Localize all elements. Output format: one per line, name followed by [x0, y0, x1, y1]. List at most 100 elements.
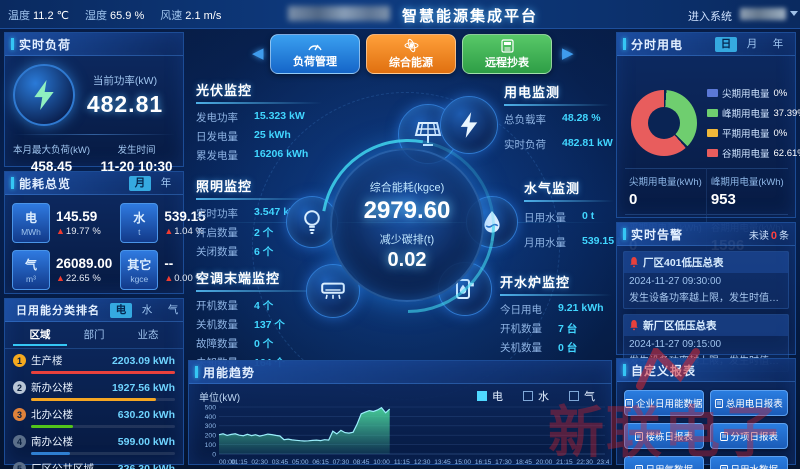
- electricity-icon: 电 MWh: [12, 203, 50, 243]
- panel-title: 自定义报表: [631, 363, 697, 378]
- rank-badge: 1: [13, 354, 26, 367]
- month-max-load: 本月最大负荷(kW) 458.45: [12, 145, 91, 174]
- overview-other: 其它 kgce -- ▲0.00 %: [120, 250, 205, 290]
- tab-electricity[interactable]: 电: [110, 302, 132, 318]
- panel-energy-trend: 用能趋势 单位(kW) 电 水 气 0 100 200 300 400 500 00:00 0…: [188, 360, 612, 466]
- svg-text:02:30: 02:30: [251, 459, 268, 466]
- lighting-monitor: 照明监控 实时功率 3.547 kW 开启数量 2 个 关闭数量 6 个: [196, 176, 316, 263]
- rank-badge: 3: [13, 408, 26, 421]
- tab-month[interactable]: 月: [746, 37, 758, 50]
- legend-electricity[interactable]: 电: [477, 388, 503, 404]
- alarm-bell-icon: [630, 320, 638, 331]
- tou-donut-chart: [631, 90, 697, 156]
- svg-text:0: 0: [212, 451, 216, 458]
- legend-swatch: [707, 129, 718, 137]
- svg-text:15:00: 15:00: [455, 459, 472, 466]
- electricity-monitor-icon: [440, 96, 498, 154]
- report-button-subitem-daily[interactable]: 分项日报表: [709, 423, 788, 449]
- pv-monitor: 光伏监控 发电功率 15.323 kW 日发电量 25 kWh 累发电量 16206 …: [196, 80, 322, 167]
- svg-text:12:30: 12:30: [414, 459, 431, 466]
- other-energy-icon: 其它 kgce: [120, 250, 159, 290]
- weather-strip: 温度 11.2 ℃ 湿度 65.9 % 风速 2.1 m/s: [8, 7, 221, 23]
- document-icon: [634, 431, 643, 441]
- current-power-label: 当前功率(kW): [92, 74, 158, 87]
- tab-day[interactable]: 日: [715, 36, 737, 52]
- report-button-total-power[interactable]: 总用电日报表: [709, 390, 788, 416]
- svg-text:200: 200: [205, 433, 217, 440]
- integrated-energy-button[interactable]: 综合能源: [366, 34, 456, 74]
- tab-year[interactable]: 年: [772, 37, 784, 50]
- report-button-daily-gas[interactable]: 日用气数据: [624, 456, 704, 469]
- legend-swatch: [707, 109, 718, 117]
- svg-text:500: 500: [205, 404, 217, 411]
- column-region[interactable]: 区域: [13, 325, 67, 346]
- panel-accent: [623, 38, 626, 50]
- scroll-left-icon[interactable]: ◀: [252, 45, 264, 62]
- current-power-value: 482.81: [86, 90, 164, 117]
- enter-system-link[interactable]: 进入系统: [688, 11, 732, 23]
- document-icon: [714, 398, 723, 408]
- panel-title: 能耗总览: [19, 176, 72, 191]
- panel-accent: [623, 364, 626, 376]
- ranking-row[interactable]: 4 南办公楼 599.00 kWh: [5, 430, 183, 455]
- alarm-bell-icon: [630, 257, 638, 268]
- report-button-daily-energy[interactable]: 企业日用能数据: [624, 390, 704, 416]
- up-arrow-icon: ▲: [164, 273, 174, 283]
- ranking-row[interactable]: 1 生产楼 2203.09 kWh: [5, 349, 183, 374]
- temperature: 温度 11.2 ℃: [8, 10, 70, 22]
- tab-year[interactable]: 年: [160, 176, 172, 189]
- svg-text:20:00: 20:00: [536, 459, 553, 466]
- checkbox-icon: [569, 391, 579, 401]
- alarm-item[interactable]: 厂区401低压总表 2024-11-27 09:30:00 发生设备功率越上限，…: [623, 251, 789, 309]
- svg-text:03:45: 03:45: [272, 459, 289, 466]
- total-energy-value: 2979.60: [363, 196, 451, 224]
- report-button-building-daily[interactable]: 楼栋日报表: [624, 423, 704, 449]
- water-gas-monitor: 水气监测 日用水量 0 t 月用水量 539.15 t: [524, 181, 621, 249]
- chevron-down-icon[interactable]: [790, 11, 798, 16]
- load-management-button[interactable]: 负荷管理: [270, 34, 360, 74]
- rank-badge: 2: [13, 381, 26, 394]
- panel-realtime-alarms: 实时告警 未读 0 条 厂区401低压总表 2024-11-27 09:30:00 …: [616, 222, 796, 372]
- wind-speed: 风速 2.1 m/s: [160, 10, 222, 22]
- svg-text:16:15: 16:15: [475, 459, 492, 466]
- column-department[interactable]: 部门: [83, 329, 105, 341]
- ranking-row[interactable]: 2 新办公楼 1927.56 kWh: [5, 376, 183, 401]
- tab-water[interactable]: 水: [141, 303, 153, 316]
- panel-title: 实时告警: [631, 227, 684, 242]
- svg-text:05:00: 05:00: [292, 459, 309, 466]
- panel-title: 日用能分类排名: [16, 305, 100, 317]
- svg-text:07:30: 07:30: [333, 459, 350, 466]
- svg-text:00:00: 00:00: [219, 459, 236, 466]
- svg-text:06:15: 06:15: [312, 459, 329, 466]
- ranking-row[interactable]: 5 厂区公共区域 326.30 kWh: [5, 457, 183, 469]
- svg-text:18:45: 18:45: [515, 459, 532, 466]
- remote-meter-reading-button[interactable]: 远程抄表: [462, 34, 552, 74]
- legend-gas[interactable]: 气: [569, 388, 595, 404]
- legend-swatch: [707, 89, 718, 97]
- gas-icon: 气 m³: [12, 250, 50, 290]
- svg-text:21:15: 21:15: [556, 459, 573, 466]
- occur-time: 发生时间 11-20 10:30: [100, 145, 173, 174]
- document-icon: [719, 431, 728, 441]
- svg-text:22:30: 22:30: [576, 459, 593, 466]
- username-blurred[interactable]: [740, 8, 786, 20]
- svg-text:13:45: 13:45: [434, 459, 451, 466]
- column-business[interactable]: 业态: [137, 329, 159, 341]
- center-energy-gauge: 综合能耗(kgce) 2979.60 减少碳排(t) 0.02: [330, 148, 484, 302]
- panel-title: 实时负荷: [19, 37, 72, 52]
- legend-water[interactable]: 水: [523, 388, 549, 404]
- document-icon: [719, 464, 728, 469]
- boiler-monitor: 开水炉监控 今日用电 9.21 kWh 开机数量 7 台 关机数量 0 台: [500, 272, 612, 359]
- report-button-daily-water[interactable]: 日用水数据: [709, 456, 788, 469]
- tab-gas[interactable]: 气: [167, 303, 179, 316]
- svg-text:08:45: 08:45: [353, 459, 370, 466]
- svg-text:01:15: 01:15: [231, 459, 248, 466]
- ranking-row[interactable]: 3 北办公楼 630.20 kWh: [5, 403, 183, 428]
- up-arrow-icon: ▲: [56, 226, 65, 236]
- panel-custom-reports: 自定义报表 企业日用能数据 总用电日报表 楼栋日报表 分项日报表 日用气数据 日…: [616, 358, 796, 469]
- scroll-right-icon[interactable]: ▶: [562, 45, 574, 62]
- tab-month[interactable]: 月: [129, 175, 151, 191]
- document-icon: [634, 464, 643, 469]
